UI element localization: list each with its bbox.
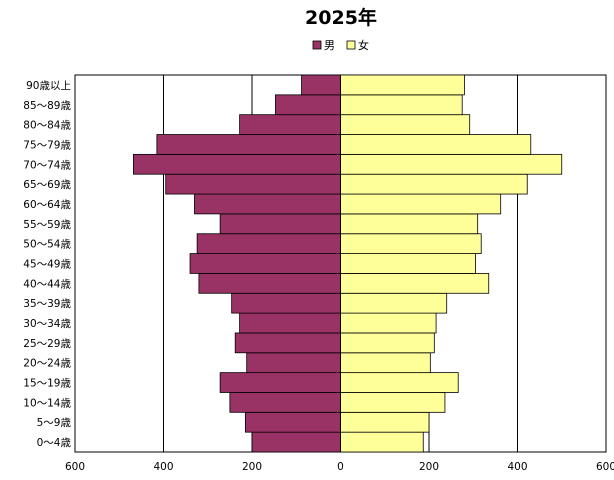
category-label: 65～69歳	[23, 179, 71, 191]
bar-male-0	[251, 431, 341, 453]
x-tick-label: 600	[596, 461, 614, 473]
bar-male-17	[275, 94, 341, 116]
category-label: 35～39歳	[23, 298, 71, 310]
x-tick-labels: 600 400 200 0 200 400 600	[65, 461, 614, 473]
bar-male-7	[231, 292, 341, 314]
bar-male-4	[246, 352, 341, 374]
legend-swatch	[312, 40, 322, 50]
bar-female-12	[340, 193, 502, 215]
bar-male-1	[244, 411, 341, 433]
bar-female-0	[340, 431, 424, 453]
category-label: 40～44歳	[23, 278, 71, 290]
category-label: 5～9歳	[37, 417, 72, 429]
bar-male-11	[219, 213, 341, 235]
bar-female-10	[340, 233, 482, 254]
bar-female-15	[340, 134, 532, 155]
bar-male-6	[239, 312, 341, 334]
category-label: 20～24歳	[23, 358, 71, 370]
bar-female-7	[340, 292, 448, 314]
legend-label: 男	[324, 39, 335, 52]
bar-female-8	[340, 273, 490, 294]
bar-female-18	[340, 74, 465, 96]
category-label: 90歳以上	[26, 80, 71, 92]
bar-female-14	[340, 153, 563, 175]
bar-male-2	[229, 392, 341, 413]
bar-male-13	[165, 173, 341, 195]
x-tick-label: 200	[419, 461, 439, 473]
category-labels: 0～4歳 5～9歳 10～14歳 15～19歳 20～24歳 25～29歳 30～34歳 35…	[23, 80, 71, 449]
category-label: 80～84歳	[23, 120, 71, 132]
bar-male-5	[234, 332, 341, 354]
bar-male-15	[156, 134, 341, 155]
bar-female-13	[340, 173, 528, 195]
category-label: 45～49歳	[23, 259, 71, 271]
x-tick-label: 200	[242, 461, 262, 473]
bar-female-16	[340, 114, 471, 135]
bar-female-9	[340, 253, 476, 274]
category-label: 30～34歳	[23, 318, 71, 330]
bar-male-3	[219, 372, 341, 393]
bar-female-3	[340, 372, 459, 393]
legend-label: 女	[358, 38, 369, 52]
bar-female-2	[340, 392, 446, 413]
bar-female-6	[340, 312, 437, 334]
x-tick-label: 0	[337, 461, 344, 473]
x-tick-label: 400	[507, 461, 527, 473]
bar-male-16	[239, 114, 341, 135]
category-label: 55～59歳	[23, 219, 71, 231]
category-label: 75～79歳	[23, 139, 71, 151]
bar-female-17	[340, 94, 463, 116]
category-label: 70～74歳	[23, 159, 71, 171]
bars	[133, 74, 563, 453]
chart-title: 2025年	[305, 6, 377, 29]
bar-male-18	[301, 74, 341, 96]
legend-swatch	[346, 40, 356, 50]
category-label: 10～14歳	[23, 397, 71, 409]
category-label: 15～19歳	[23, 378, 71, 390]
bar-male-12	[194, 193, 341, 215]
bar-female-4	[340, 352, 431, 374]
bar-female-11	[340, 213, 479, 235]
category-label: 0～4歳	[37, 437, 72, 449]
bar-male-14	[133, 153, 341, 175]
category-label: 50～54歳	[23, 239, 71, 251]
bar-female-5	[340, 332, 435, 354]
category-label: 60～64歳	[23, 199, 71, 211]
category-label: 25～29歳	[23, 338, 71, 350]
legend: 男女	[312, 38, 369, 52]
bar-male-9	[189, 253, 341, 274]
bar-female-1	[340, 411, 430, 433]
x-tick-label: 400	[153, 461, 173, 473]
category-label: 85～89歳	[23, 100, 71, 112]
x-tick-label: 600	[65, 461, 85, 473]
bar-male-8	[198, 273, 341, 294]
bar-male-10	[196, 233, 341, 254]
